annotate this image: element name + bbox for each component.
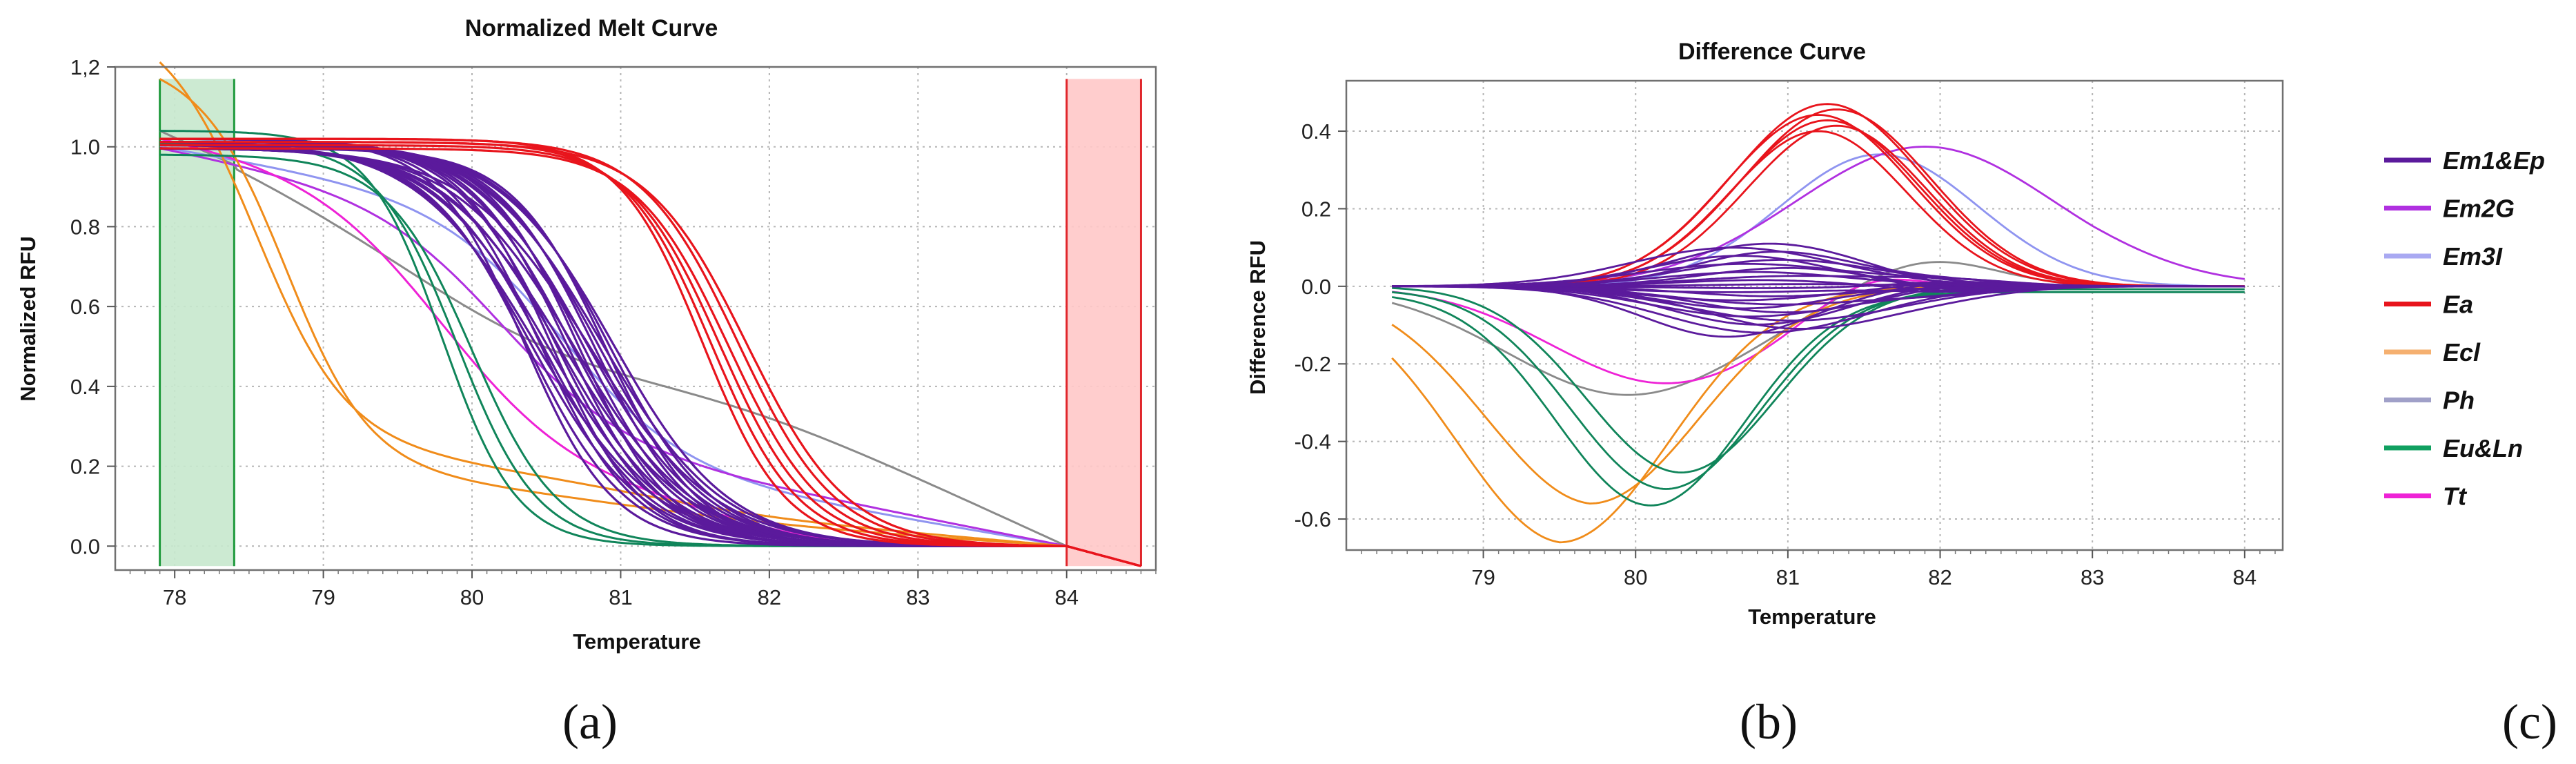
chart-a-line-euln bbox=[159, 153, 1067, 547]
chart-b-y-axis-label: Difference RFU bbox=[1246, 240, 1270, 395]
chart-a-y-ticks: 0.0 0.2 0.4 0.6 0.8 1.0 1,2 bbox=[70, 55, 115, 558]
chart-b-y-tick-label: 0.2 bbox=[1301, 197, 1331, 221]
chart-b-x-tick-label: 81 bbox=[1776, 565, 1800, 589]
chart-b-x-tick-label: 82 bbox=[1928, 565, 1951, 589]
chart-a-line-ea bbox=[159, 141, 1141, 567]
chart-b-y-tick-label: -0.6 bbox=[1295, 507, 1331, 531]
normalized-melt-curve-chart: Normalized Melt Curve 78 79 80 81 82 83 84 0.0… bbox=[16, 15, 1157, 654]
chart-a-region-start bbox=[159, 79, 235, 567]
chart-a-x-tick-label: 78 bbox=[163, 585, 186, 609]
legend: Em1&Ep Em2G Em3I Ea Ecl Ph Eu&Ln Tt bbox=[2384, 146, 2545, 511]
chart-b-line-euln bbox=[1392, 291, 2245, 507]
chart-b-x-tick-label: 84 bbox=[2233, 565, 2257, 589]
chart-a-x-tick-label: 81 bbox=[609, 585, 632, 609]
chart-a-x-tick-label: 82 bbox=[758, 585, 781, 609]
chart-a-x-tick-label: 83 bbox=[906, 585, 930, 609]
chart-b-plot-frame bbox=[1345, 79, 2284, 551]
chart-b-y-ticks: -0.6 -0.4 -0.2 0.0 0.2 0.4 bbox=[1295, 119, 1346, 531]
legend-label-em1ep: Em1&Ep bbox=[2443, 146, 2545, 175]
chart-a-line-ea bbox=[159, 141, 1141, 567]
legend-label-em2g: Em2G bbox=[2443, 195, 2515, 223]
legend-label-ecl: Ecl bbox=[2443, 338, 2481, 366]
chart-a-line-em1ep bbox=[159, 147, 1067, 547]
chart-a-lines bbox=[159, 61, 1141, 567]
chart-a-y-tick-label: 0.0 bbox=[70, 534, 100, 558]
panel-label-b: (b) bbox=[1740, 694, 1798, 750]
chart-b-x-ticks: 79 80 81 82 83 84 bbox=[1361, 550, 2276, 589]
chart-a-title: Normalized Melt Curve bbox=[465, 15, 718, 41]
chart-a-y-tick-label: 1,2 bbox=[70, 55, 100, 79]
legend-label-euln: Eu&Ln bbox=[2443, 434, 2523, 462]
difference-curve-chart: Difference Curve 79 80 81 82 83 84 -0.6-0.4-0… bbox=[1246, 39, 2284, 629]
chart-b-x-tick-label: 83 bbox=[2081, 565, 2104, 589]
chart-a-x-tick-label: 80 bbox=[460, 585, 484, 609]
chart-a-line-em3i bbox=[159, 146, 1067, 547]
chart-a-y-tick-label: 0.4 bbox=[70, 375, 100, 399]
chart-b-lines bbox=[1391, 103, 2245, 544]
chart-b-line-em3i bbox=[1392, 153, 2245, 288]
chart-a-y-tick-label: 0.6 bbox=[70, 295, 100, 319]
chart-b-line-ecl bbox=[1391, 285, 2245, 544]
chart-b-line-em1ep bbox=[1392, 242, 2245, 289]
chart-b-x-tick-label: 80 bbox=[1624, 565, 1647, 589]
chart-b-y-tick-label: -0.4 bbox=[1295, 430, 1331, 454]
legend-label-ph: Ph bbox=[2443, 386, 2475, 415]
chart-b-line-em1ep bbox=[1392, 246, 2245, 288]
chart-b-line-euln bbox=[1392, 288, 2245, 490]
chart-a-x-axis-label: Temperature bbox=[573, 629, 701, 654]
chart-b-y-tick-label: 0.0 bbox=[1301, 275, 1331, 299]
chart-a-region-end bbox=[1066, 79, 1141, 567]
chart-a-y-tick-label: 1.0 bbox=[70, 135, 100, 159]
legend-label-ea: Ea bbox=[2443, 291, 2473, 319]
chart-a-y-tick-label: 0.2 bbox=[70, 455, 100, 479]
chart-a-y-axis-label: Normalized RFU bbox=[16, 236, 40, 401]
panel-label-c: (c) bbox=[2502, 694, 2557, 750]
chart-a-line-ea bbox=[159, 137, 1141, 567]
chart-b-title: Difference Curve bbox=[1678, 39, 1866, 65]
chart-a-y-tick-label: 0.8 bbox=[70, 215, 100, 239]
chart-a-x-ticks: 78 79 80 81 82 83 84 bbox=[129, 570, 1157, 609]
chart-a-x-tick-label: 79 bbox=[311, 585, 335, 609]
chart-a-line-ea bbox=[159, 137, 1141, 567]
legend-label-em3i: Em3I bbox=[2443, 242, 2503, 271]
chart-b-y-tick-label: 0.4 bbox=[1301, 119, 1331, 144]
chart-b-x-tick-label: 79 bbox=[1471, 565, 1495, 589]
chart-a-x-tick-label: 84 bbox=[1055, 585, 1079, 609]
chart-b-x-axis-label: Temperature bbox=[1748, 605, 1876, 629]
panel-label-a: (a) bbox=[562, 694, 618, 750]
legend-label-tt: Tt bbox=[2443, 482, 2468, 511]
chart-b-y-tick-label: -0.2 bbox=[1295, 352, 1331, 376]
